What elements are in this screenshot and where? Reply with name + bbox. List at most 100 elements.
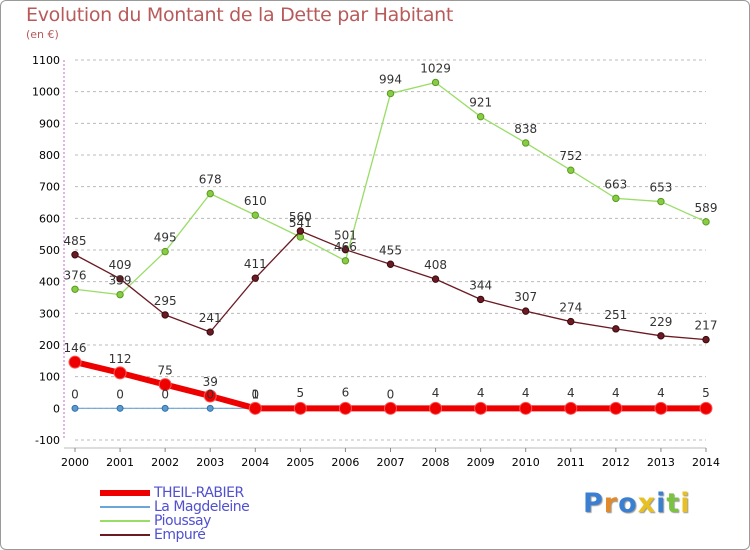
data-label: 0 xyxy=(71,387,79,401)
data-point-empur- xyxy=(71,251,79,259)
data-point-theil-rabier xyxy=(293,401,307,415)
x-tick-label: 2011 xyxy=(557,456,585,469)
data-label: 752 xyxy=(559,149,582,163)
data-label: 501 xyxy=(334,229,357,243)
legend-label: Empuré xyxy=(154,527,206,543)
data-point-pioussay xyxy=(657,197,665,206)
logo-letter: t xyxy=(666,488,681,519)
data-point-theil-rabier xyxy=(338,401,352,415)
data-point-theil-rabier xyxy=(609,401,623,415)
data-label: 589 xyxy=(695,201,718,215)
data-label: 112 xyxy=(109,352,132,366)
data-label: 0 xyxy=(116,387,124,401)
x-tick-label: 2009 xyxy=(467,456,495,469)
data-label: 560 xyxy=(289,210,312,224)
data-point-theil-rabier xyxy=(699,401,713,415)
x-tick-label: 2013 xyxy=(647,456,675,469)
data-label: 251 xyxy=(604,308,627,322)
legend-label: THEIL-RABIER xyxy=(154,485,244,501)
x-tick-label: 2008 xyxy=(422,456,450,469)
y-tick-label: 900 xyxy=(39,117,60,130)
data-label: 921 xyxy=(469,96,492,110)
data-point-pioussay xyxy=(296,233,305,241)
data-label: 359 xyxy=(109,274,132,288)
data-label: 0 xyxy=(161,387,169,401)
x-tick-label: 2002 xyxy=(151,456,179,469)
data-label: 4 xyxy=(612,386,620,400)
data-label: 307 xyxy=(514,290,537,304)
data-label: 4 xyxy=(432,386,440,400)
data-label: 4 xyxy=(567,386,575,400)
y-tick-label: 1000 xyxy=(32,86,60,99)
data-point-pioussay xyxy=(206,189,214,198)
data-label: 994 xyxy=(379,73,402,87)
data-point-theil-rabier xyxy=(248,401,262,415)
data-point-pioussay xyxy=(476,112,485,121)
x-tick-label: 2012 xyxy=(602,456,630,469)
logo-letter: i xyxy=(680,488,691,519)
data-label: 4 xyxy=(522,386,530,400)
x-tick-label: 2010 xyxy=(512,456,540,469)
data-label: 4 xyxy=(477,386,485,400)
data-point-empur- xyxy=(431,275,440,283)
data-point-empur- xyxy=(296,227,305,235)
data-point-pioussay xyxy=(341,257,350,265)
data-point-empur- xyxy=(116,275,124,283)
data-point-la-magdeleine xyxy=(206,404,214,412)
data-point-pioussay xyxy=(386,89,395,98)
y-tick-label: 1100 xyxy=(32,54,60,67)
logo-letter: i xyxy=(656,488,667,519)
data-point-pioussay xyxy=(116,290,124,299)
data-label: 5 xyxy=(297,386,305,400)
legend-swatch xyxy=(100,534,150,536)
y-tick-label: 300 xyxy=(39,307,60,320)
data-label: 274 xyxy=(559,301,582,315)
data-label: 838 xyxy=(514,122,537,136)
data-label: 610 xyxy=(244,194,267,208)
data-point-empur- xyxy=(567,317,575,326)
data-label: 217 xyxy=(695,319,718,333)
data-point-empur- xyxy=(476,295,485,304)
x-tick-label: 2006 xyxy=(331,456,359,469)
x-tick-label: 2005 xyxy=(286,456,314,469)
x-tick-label: 2004 xyxy=(241,456,269,469)
data-label: 455 xyxy=(379,243,402,257)
series-layer xyxy=(68,78,713,415)
data-label: 241 xyxy=(199,311,222,325)
data-label: 495 xyxy=(154,231,177,245)
data-point-empur- xyxy=(522,307,530,315)
data-label: 409 xyxy=(109,258,132,272)
data-point-pioussay xyxy=(567,166,575,174)
data-label: 541 xyxy=(289,216,312,230)
data-label: 0 xyxy=(387,387,395,401)
y-tick-label: 0 xyxy=(53,402,60,415)
data-point-theil-rabier xyxy=(158,378,172,392)
x-tick-label: 2000 xyxy=(61,456,89,469)
data-point-theil-rabier xyxy=(519,401,533,415)
data-point-theil-rabier xyxy=(384,401,397,415)
data-point-theil-rabier xyxy=(113,366,127,380)
data-point-empur- xyxy=(702,335,710,344)
data-label: 39 xyxy=(203,375,218,389)
data-point-pioussay xyxy=(251,211,259,219)
data-label: 75 xyxy=(158,364,173,378)
data-point-pioussay xyxy=(702,218,710,226)
logo-letter: x xyxy=(637,488,657,519)
y-tick-label: 800 xyxy=(39,149,60,162)
axis-layer: -100010020030040050060070080090010001100… xyxy=(32,54,720,469)
legend-label: Pioussay xyxy=(154,513,211,529)
data-point-pioussay xyxy=(431,78,440,87)
data-label: 0 xyxy=(251,387,259,401)
logo-letter: r xyxy=(603,488,619,519)
data-point-theil-rabier xyxy=(68,355,82,369)
data-label: 653 xyxy=(649,181,672,195)
proxiti-logo: Proxiti xyxy=(583,488,691,519)
data-label: 376 xyxy=(64,268,87,282)
data-point-la-magdeleine xyxy=(71,404,79,412)
legend-swatch xyxy=(100,490,150,496)
data-point-theil-rabier xyxy=(429,401,443,415)
data-label: 4 xyxy=(657,386,665,400)
data-point-empur- xyxy=(251,274,259,282)
chart-subtitle: (en €) xyxy=(26,28,59,41)
